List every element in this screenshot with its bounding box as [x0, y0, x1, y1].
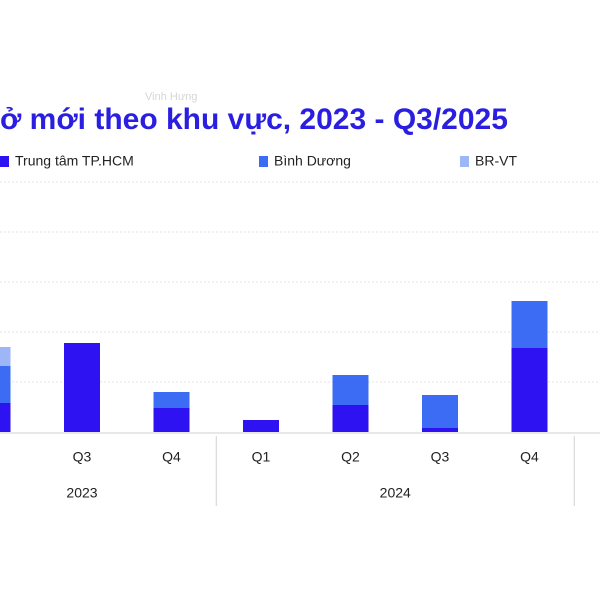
- bar-segment: [511, 348, 548, 432]
- bar-segment: [153, 408, 190, 432]
- x-tick-label: Q3: [73, 449, 92, 465]
- x-tick-label: Q3: [431, 449, 450, 465]
- bar-segment: [422, 395, 458, 428]
- year-label: 2023: [66, 485, 97, 501]
- bar-segment: [0, 403, 11, 432]
- x-tick-label: Q1: [252, 449, 271, 465]
- bar-segment: [511, 301, 548, 348]
- legend-label: BR-VT: [475, 153, 517, 169]
- legend-label: Trung tâm TP.HCM: [15, 153, 134, 169]
- x-tick-label: Q4: [520, 449, 539, 465]
- x-tick-label: Q4: [162, 449, 181, 465]
- x-tick-label: Q2: [341, 449, 360, 465]
- bar-segment: [332, 405, 369, 432]
- bar-segment: [64, 343, 100, 432]
- year-label: 2024: [380, 485, 411, 501]
- legend-swatch: [259, 156, 268, 167]
- legend-swatch: [0, 156, 9, 167]
- bar-segment: [0, 347, 11, 366]
- legend-swatch: [460, 156, 469, 167]
- bar-segment: [422, 428, 458, 432]
- watermark: Vinh Hưng: [145, 91, 197, 103]
- chart-title: ở mới theo khu vực, 2023 - Q3/2025: [0, 103, 508, 136]
- bar-segment: [332, 375, 369, 405]
- legend-label: Bình Dương: [274, 153, 351, 169]
- bar-segment: [153, 392, 190, 408]
- bar-segment: [0, 366, 11, 403]
- bar-segment: [243, 420, 279, 432]
